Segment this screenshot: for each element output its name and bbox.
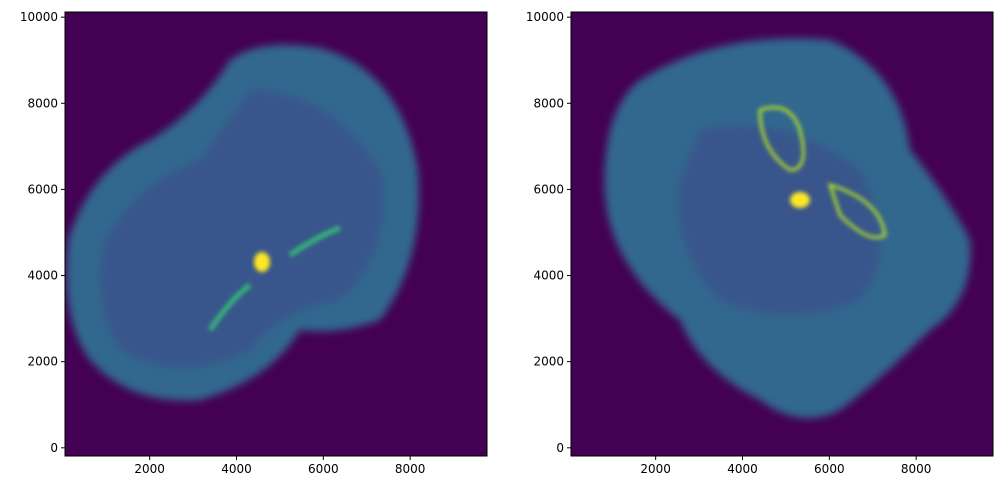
- y-tick-label: 8000: [27, 96, 58, 110]
- tissue-left: [66, 44, 419, 401]
- axes-frame: [64, 11, 488, 457]
- x-tick-label: 6000: [814, 462, 845, 476]
- x-tick-label: 2000: [134, 462, 165, 476]
- x-tick-label: 4000: [727, 462, 758, 476]
- x-tick-label: 6000: [308, 462, 339, 476]
- x-tick-label: 4000: [221, 462, 252, 476]
- y-tick-label: 10000: [526, 10, 564, 24]
- y-tick-label: 6000: [27, 182, 58, 196]
- y-tick-label: 10000: [20, 10, 58, 24]
- y-tick-label: 2000: [27, 355, 58, 369]
- x-tick-label: 8000: [901, 462, 932, 476]
- tissue-right: [604, 38, 971, 418]
- axes-frame: [570, 11, 994, 457]
- x-tick-label: 8000: [395, 462, 426, 476]
- y-tick-label: 0: [50, 441, 58, 455]
- axes: 2000 4000 6000 8000 0 2000 4000 6000 8000 10000 20…: [20, 10, 994, 476]
- y-tick-label: 0: [556, 441, 564, 455]
- x-tick-label: 2000: [640, 462, 671, 476]
- y-tick-label: 8000: [533, 96, 564, 110]
- y-tick-label: 6000: [533, 182, 564, 196]
- y-tick-label: 4000: [27, 269, 58, 283]
- y-tick-label: 2000: [533, 355, 564, 369]
- y-tick-label: 4000: [533, 269, 564, 283]
